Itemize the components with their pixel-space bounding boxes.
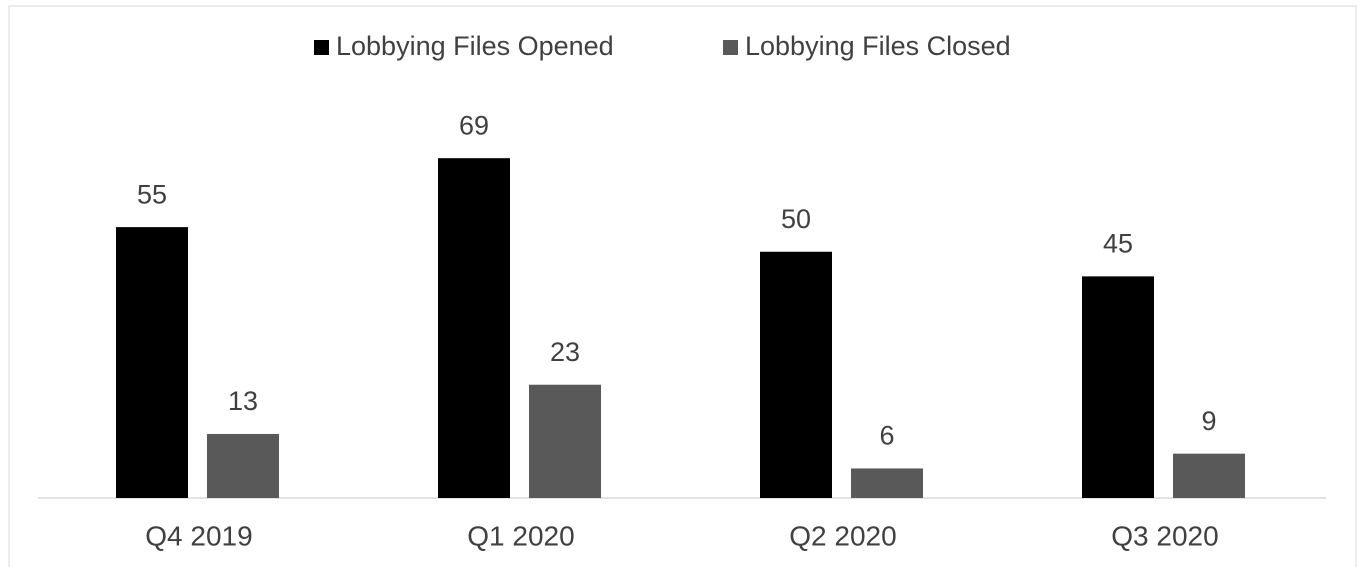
x-tick-label: Q4 2019	[145, 520, 252, 551]
data-label: 50	[781, 204, 811, 234]
data-label: 23	[550, 337, 580, 367]
legend-label: Lobbying Files Opened	[336, 31, 614, 61]
data-label: 9	[1201, 406, 1216, 436]
legend-label: Lobbying Files Closed	[745, 31, 1011, 61]
data-label: 45	[1103, 229, 1133, 259]
x-tick-label: Q2 2020	[789, 520, 896, 551]
data-label: 69	[459, 110, 489, 140]
data-label: 13	[228, 386, 258, 416]
bar	[116, 227, 188, 498]
bar	[1173, 453, 1245, 498]
bar	[207, 433, 279, 498]
legend-swatch	[314, 40, 329, 55]
bar	[851, 468, 923, 498]
bar	[529, 384, 601, 498]
legend-swatch	[723, 40, 738, 55]
data-label: 55	[137, 179, 167, 209]
bar	[1082, 276, 1154, 498]
x-tick-label: Q3 2020	[1111, 520, 1218, 551]
bar	[760, 251, 832, 498]
chart-frame	[8, 5, 1357, 567]
x-tick-label: Q1 2020	[467, 520, 574, 551]
data-label: 6	[879, 421, 894, 451]
bar	[438, 158, 510, 499]
